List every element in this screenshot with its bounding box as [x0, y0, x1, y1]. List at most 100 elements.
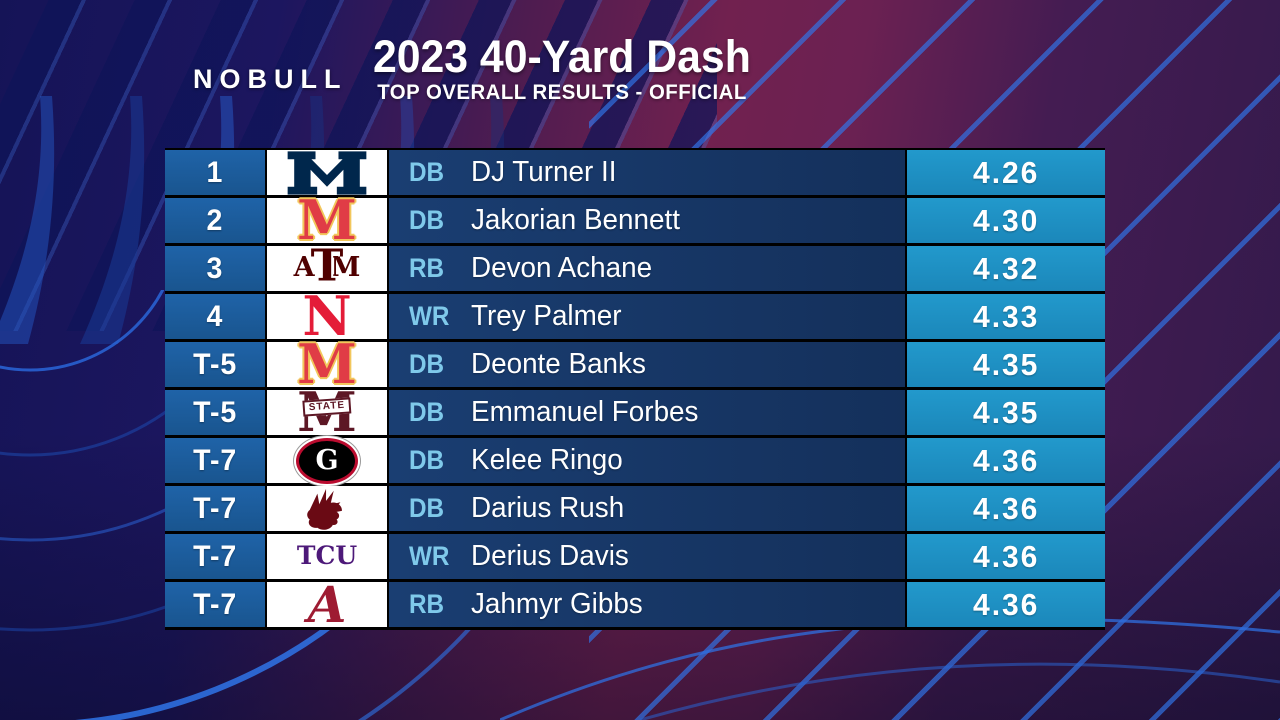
rank-label: 1 [206, 155, 224, 189]
time-cell: 4.26 [905, 150, 1105, 195]
rank-label: 4 [206, 299, 224, 333]
dash-time: 4.35 [972, 346, 1040, 382]
school-logo-cell [265, 486, 389, 531]
rank-cell: T-7 [165, 486, 265, 531]
player-cell: RB Devon Achane [389, 246, 905, 291]
title-block: 2023 40-Yard Dash TOP OVERALL RESULTS - … [322, 33, 802, 105]
michigan-wolverines-logo [286, 150, 368, 196]
time-cell: 4.33 [905, 294, 1105, 339]
school-logo-cell: MSTATE [265, 385, 389, 439]
page-subtitle: TOP OVERALL RESULTS - OFFICIAL [377, 81, 747, 105]
mississippi-state-bulldogs-logo: MSTATE [297, 385, 357, 439]
dash-time: 4.36 [972, 586, 1040, 622]
school-logo-cell: M [265, 193, 389, 247]
position-label: DB [409, 397, 445, 427]
school-logo-cell: N [265, 284, 389, 349]
rank-label: T-7 [192, 443, 238, 477]
dash-time: 4.32 [972, 250, 1040, 286]
time-cell: 4.30 [905, 198, 1105, 243]
rank-label: T-7 [192, 491, 238, 525]
time-cell: 4.36 [905, 438, 1105, 483]
results-table: 1 DB DJ Turner II 4.26 2 M DB Jakorian B… [165, 148, 1105, 630]
position-label: DB [409, 493, 445, 523]
tcu-horned-frogs-logo: TCU [296, 541, 358, 571]
player-name: Darius Rush [471, 492, 625, 524]
rank-cell: T-7 [165, 582, 265, 627]
table-row: 2 M DB Jakorian Bennett 4.30 [165, 193, 1105, 247]
rank-cell: T-5 [165, 390, 265, 435]
school-logo-cell: G [265, 437, 389, 484]
player-cell: WR Trey Palmer [389, 294, 905, 339]
table-row: 1 DB DJ Turner II 4.26 [165, 148, 1105, 198]
dash-time: 4.36 [972, 442, 1040, 478]
rank-label: T-5 [192, 395, 238, 429]
page-title: 2023 40-Yard Dash [373, 31, 751, 82]
time-cell: 4.32 [905, 246, 1105, 291]
rank-cell: T-7 [165, 534, 265, 579]
south-carolina-gamecocks-logo [301, 485, 353, 533]
player-name: Deonte Banks [471, 348, 646, 380]
table-row: T-7 DB Darius Rush 4.36 [165, 486, 1105, 534]
player-name: Emmanuel Forbes [471, 396, 699, 428]
time-cell: 4.35 [905, 390, 1105, 435]
table-row: T-5 M DB Deonte Banks 4.35 [165, 332, 1105, 397]
player-cell: DB Darius Rush [389, 486, 905, 531]
dash-time: 4.36 [972, 538, 1040, 574]
table-row: 4 N WR Trey Palmer 4.33 [165, 284, 1105, 349]
dash-time: 4.33 [972, 298, 1040, 334]
position-label: RB [409, 253, 445, 283]
table-row: T-5 MSTATE DB Emmanuel Forbes 4.35 [165, 385, 1105, 439]
rank-label: 3 [206, 251, 224, 285]
dash-time: 4.26 [972, 154, 1040, 190]
player-name: Trey Palmer [471, 300, 622, 332]
position-label: WR [409, 541, 450, 571]
player-name: Derius Davis [471, 540, 629, 572]
position-label: WR [409, 301, 450, 331]
school-logo-cell [265, 150, 389, 195]
player-name: DJ Turner II [471, 156, 617, 188]
time-cell: 4.36 [905, 582, 1105, 627]
dash-time: 4.30 [972, 202, 1040, 238]
dash-time: 4.36 [972, 490, 1040, 526]
rank-label: T-5 [192, 347, 238, 381]
rank-label: 2 [206, 203, 224, 237]
georgia-bulldogs-logo: G [296, 437, 358, 484]
player-name: Jahmyr Gibbs [471, 588, 643, 620]
table-row: T-7 G DB Kelee Ringo 4.36 [165, 437, 1105, 486]
rank-cell: 1 [165, 150, 265, 195]
alabama-crimson-tide-logo: A [307, 575, 347, 634]
school-logo-cell: A [265, 575, 389, 634]
player-cell: WR Derius Davis [389, 534, 905, 579]
rank-cell: 4 [165, 294, 265, 339]
rank-cell: 3 [165, 246, 265, 291]
nobull-brand-logo: NOBULL [193, 64, 348, 94]
position-label: DB [409, 349, 445, 379]
player-cell: DB DJ Turner II [389, 150, 905, 195]
maryland-terrapins-logo: M [297, 332, 357, 397]
time-cell: 4.36 [905, 534, 1105, 579]
school-logo-cell: M [265, 332, 389, 397]
player-cell: RB Jahmyr Gibbs [389, 582, 905, 627]
player-cell: DB Kelee Ringo [389, 438, 905, 483]
position-label: DB [409, 205, 445, 235]
player-cell: DB Jakorian Bennett [389, 198, 905, 243]
school-logo-cell: TCU [265, 534, 389, 579]
rank-label: T-7 [192, 587, 238, 621]
rank-label: T-7 [192, 539, 238, 573]
rank-cell: T-7 [165, 438, 265, 483]
player-name: Devon Achane [471, 252, 653, 284]
time-cell: 4.36 [905, 486, 1105, 531]
background-concentric-arcs [0, 290, 628, 720]
table-row: T-7 A RB Jahmyr Gibbs 4.36 [165, 575, 1105, 634]
rank-cell: 2 [165, 198, 265, 243]
position-label: DB [409, 157, 445, 187]
rank-cell: T-5 [165, 342, 265, 387]
position-label: RB [409, 589, 445, 619]
player-cell: DB Emmanuel Forbes [389, 390, 905, 435]
player-name: Kelee Ringo [471, 444, 623, 476]
time-cell: 4.35 [905, 342, 1105, 387]
nebraska-cornhuskers-logo: N [302, 284, 352, 349]
